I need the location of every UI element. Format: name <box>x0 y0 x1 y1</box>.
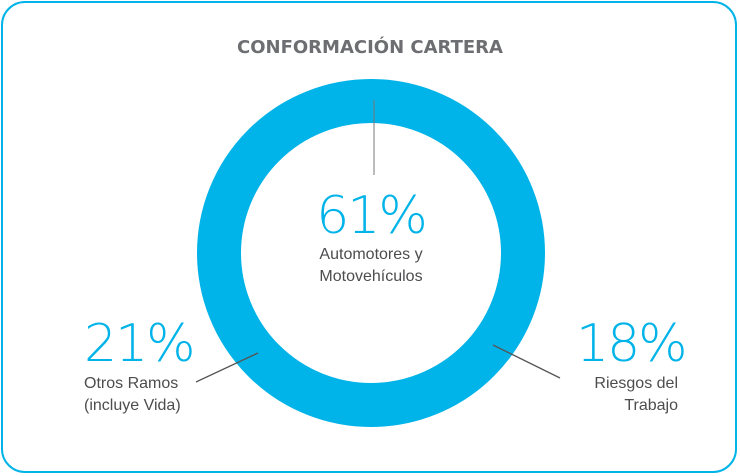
segment-pct-otros: 21% <box>84 314 196 374</box>
label-line: (incluye Vida) <box>84 397 181 414</box>
donut-ring <box>197 79 545 427</box>
leader-line-riesgos <box>492 344 561 379</box>
leader-line-otros <box>195 352 259 383</box>
chart-title: CONFORMACIÓN CARTERA <box>237 37 503 58</box>
segment-label-otros: Otros Ramos (incluye Vida) <box>84 373 181 417</box>
label-line: Trabajo <box>624 397 678 414</box>
label-line: Otros Ramos <box>84 375 179 392</box>
segment-label-auto: Automotores y Motovehículos <box>0 244 740 288</box>
label-line: Motovehículos <box>319 268 423 285</box>
label-line: Automotores y <box>319 246 423 263</box>
segment-label-riesgos: Riesgos del Trabajo <box>560 373 678 417</box>
label-line: Riesgos del <box>594 375 678 392</box>
segment-pct-auto: 61% <box>316 186 428 246</box>
segment-pct-riesgos: 18% <box>576 314 688 374</box>
